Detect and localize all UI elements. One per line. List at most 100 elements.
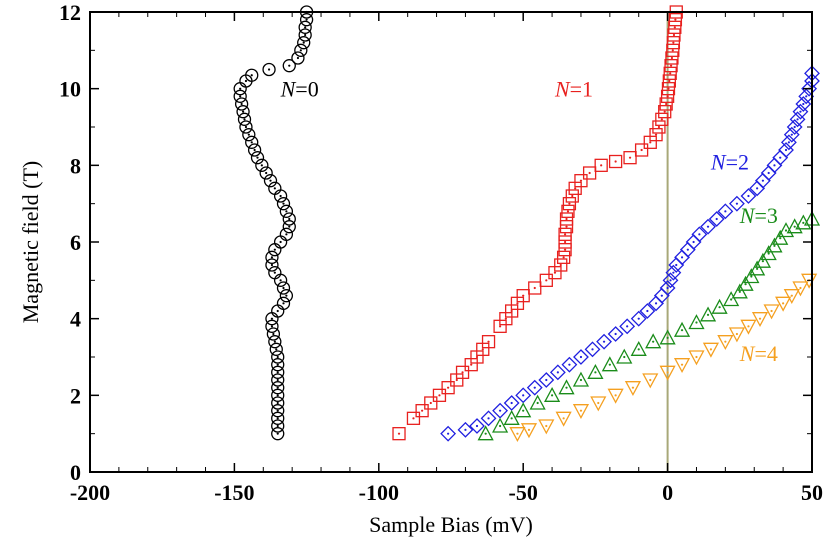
data-point-center [256, 156, 259, 159]
data-point-center [588, 171, 591, 175]
data-point-center [773, 244, 776, 247]
data-point [587, 363, 604, 379]
data-point-center [267, 68, 271, 71]
data-point-center [253, 148, 256, 152]
data-point-center [657, 125, 661, 129]
data-point [688, 350, 705, 366]
data-point [480, 410, 497, 427]
data-point-center [522, 409, 525, 412]
data-point [660, 89, 675, 103]
data-point-center [744, 283, 747, 286]
data-point [652, 120, 666, 134]
data-point-center [243, 118, 246, 121]
data-point [659, 97, 673, 111]
data-point-center [782, 302, 785, 305]
series-label: N=1 [554, 77, 593, 102]
data-point-center [241, 110, 245, 113]
data-point [596, 333, 612, 350]
data-point [565, 189, 579, 203]
data-point-center [276, 363, 279, 366]
data-point-center [273, 340, 276, 343]
data-point-center [672, 33, 676, 37]
data-point [590, 396, 607, 412]
data-point-center [282, 202, 285, 205]
data-point-center [579, 179, 583, 182]
data-point-center [750, 275, 753, 278]
data-point [772, 229, 789, 245]
data-point [659, 329, 676, 345]
data-point [538, 372, 555, 388]
data-point [556, 250, 571, 264]
data-point [236, 105, 250, 119]
data-point [271, 419, 285, 433]
series-label: N=0 [280, 77, 319, 102]
y-tick-label: 6 [70, 230, 81, 255]
data-point-center [802, 221, 805, 224]
data-point-center [265, 171, 268, 175]
data-point [282, 59, 296, 73]
data-point-center [779, 156, 782, 159]
data-point [237, 112, 252, 126]
data-point-center [672, 271, 675, 274]
data-point-center [761, 179, 765, 182]
data-point [481, 335, 496, 349]
data-point-center [565, 225, 568, 228]
data-point-center [464, 428, 467, 431]
data-point [594, 158, 608, 172]
data-point-center [556, 371, 559, 374]
data-point-center [299, 49, 302, 52]
data-point-center [623, 355, 626, 359]
data-point [529, 394, 546, 410]
data-point [276, 197, 291, 211]
data-point [763, 304, 780, 320]
data-point-center [670, 56, 674, 60]
data-point [247, 143, 262, 157]
data-point-center [565, 217, 568, 221]
x-tick-label: -50 [509, 480, 538, 505]
y-tick-label: 2 [70, 383, 81, 408]
data-point [269, 342, 283, 356]
data-layer [233, 5, 821, 443]
data-point [262, 62, 276, 77]
data-point-center [282, 286, 285, 290]
data-point [259, 166, 273, 180]
data-point-center [709, 348, 713, 351]
data-point [509, 427, 526, 443]
data-point-center [568, 363, 571, 366]
data-point [608, 154, 623, 169]
data-point [558, 227, 572, 241]
data-point-center [447, 386, 450, 389]
data-point [297, 36, 311, 50]
data-point-center [793, 225, 796, 228]
data-point-center [498, 409, 502, 412]
series-n-2 [440, 65, 820, 442]
data-point-center [626, 325, 629, 328]
data-point-center [279, 194, 282, 198]
data-point [572, 371, 590, 387]
data-point-center [475, 424, 479, 428]
data-point-center [545, 279, 548, 282]
series-n-3 [477, 210, 821, 441]
data-point [607, 326, 624, 342]
data-point [668, 13, 683, 27]
data-point [616, 348, 633, 364]
data-point-center [718, 306, 721, 309]
data-point [271, 381, 285, 395]
data-point-center [672, 41, 675, 44]
data-point-center [631, 386, 635, 389]
data-point [477, 425, 494, 441]
data-point [268, 266, 282, 280]
data-point-center [247, 133, 250, 136]
data-point-center [773, 164, 776, 167]
data-point [282, 220, 296, 234]
data-point [630, 340, 647, 356]
data-point [271, 404, 285, 418]
data-point [664, 59, 678, 73]
data-point-center [270, 325, 274, 328]
data-point [561, 356, 578, 373]
data-point [642, 373, 659, 389]
data-point-center [680, 256, 684, 259]
data-point [440, 425, 457, 442]
data-point [623, 151, 637, 165]
data-point-center [724, 210, 727, 213]
